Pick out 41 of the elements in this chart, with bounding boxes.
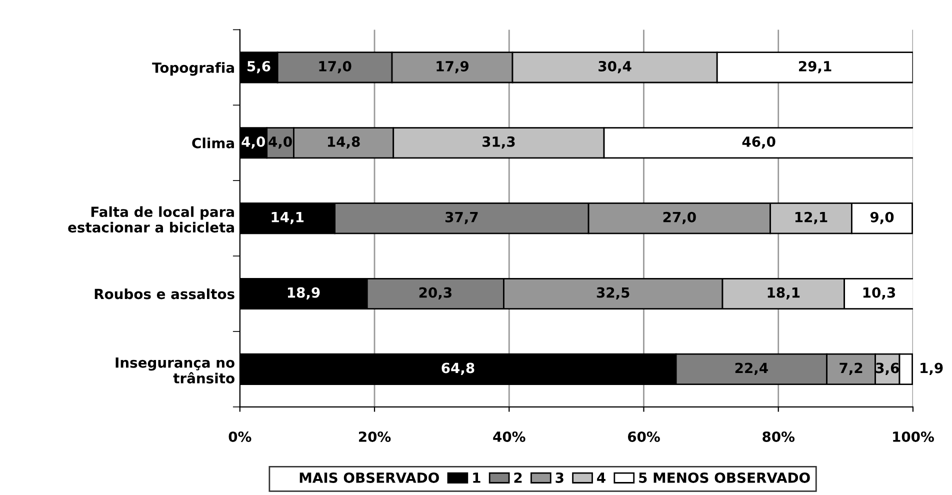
x-tick-label: 60% (628, 431, 660, 442)
data-label: 1,9 (920, 362, 943, 375)
legend-label: 1 (473, 472, 480, 483)
data-label: 12,1 (795, 212, 828, 224)
data-label: 4,0 (268, 136, 292, 149)
x-tick-label: 80% (762, 431, 795, 442)
data-label: 14,8 (328, 136, 360, 149)
legend-title: MAIS OBSERVADO (300, 472, 439, 483)
y-tick-label: Topografia (152, 62, 234, 76)
y-tick-label: Insegurança no trânsito (116, 357, 234, 384)
data-label: 20,3 (419, 287, 452, 300)
legend-label: 2 (514, 472, 522, 483)
legend-label: 5 MENOS OBSERVADO (639, 472, 810, 483)
data-label: 14,1 (272, 212, 304, 224)
data-label: 46,0 (742, 136, 776, 149)
y-tick-label: Clima (192, 138, 234, 148)
data-label: 64,8 (442, 362, 474, 375)
x-tick-label: 40% (493, 431, 526, 442)
data-label: 7,2 (840, 362, 862, 375)
data-label: 9,0 (870, 212, 894, 224)
y-tick-label: Roubos e assaltos (94, 288, 234, 300)
data-label: 4,0 (242, 136, 266, 149)
x-tick-label: 100% (893, 431, 934, 442)
data-label: 30,4 (598, 60, 632, 74)
data-label: 37,7 (445, 212, 478, 224)
data-label: 18,9 (288, 287, 320, 300)
data-label: 5,6 (248, 60, 270, 74)
data-label: 29,1 (799, 60, 832, 74)
data-label: 17,0 (319, 60, 352, 74)
data-label: 10,3 (863, 287, 896, 300)
data-label: 18,1 (768, 287, 800, 300)
x-tick-label: 0% (228, 431, 252, 442)
data-label: 32,5 (596, 287, 630, 300)
data-label: 27,0 (663, 212, 696, 224)
data-label: 31,3 (482, 136, 515, 149)
legend-label: 4 (597, 472, 606, 483)
data-label: 22,4 (735, 362, 768, 375)
y-tick-label: Falta de local para estacionar a bicicleta (68, 206, 234, 233)
legend-label: 3 (556, 472, 564, 483)
x-tick-label: 20% (358, 431, 391, 442)
data-label: 17,9 (436, 60, 468, 74)
